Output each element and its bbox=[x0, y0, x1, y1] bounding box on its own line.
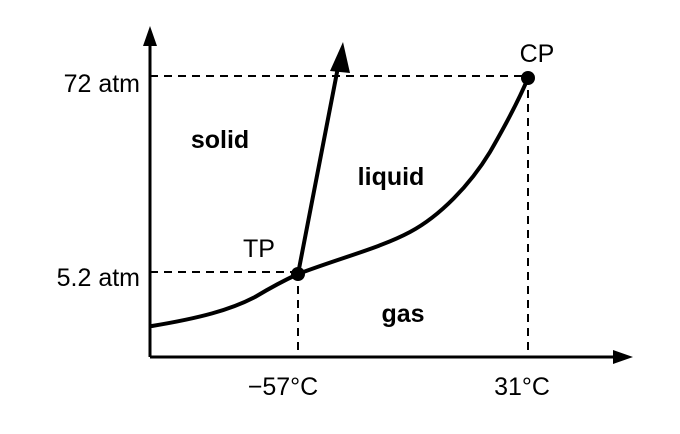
critical-point-label: CP bbox=[520, 40, 555, 68]
y-tick-72atm: 72 atm bbox=[64, 70, 140, 98]
x-axis-arrowhead bbox=[613, 350, 633, 364]
melting-line-arrowhead bbox=[330, 42, 350, 73]
phase-boundaries bbox=[150, 60, 530, 328]
region-solid-label: solid bbox=[191, 126, 249, 154]
melting-line bbox=[296, 60, 341, 276]
guide-lines bbox=[150, 75, 529, 357]
triple-point-dot bbox=[291, 267, 305, 281]
y-tick-5-2atm: 5.2 atm bbox=[57, 264, 140, 292]
critical-point-dot bbox=[521, 71, 535, 85]
sublimation-curve bbox=[150, 272, 300, 328]
region-liquid-label: liquid bbox=[358, 163, 425, 191]
x-tick-31c: 31°C bbox=[494, 373, 550, 401]
triple-point-label: TP bbox=[243, 235, 275, 263]
y-axis-arrowhead bbox=[143, 26, 157, 46]
x-tick-minus57c: −57°C bbox=[248, 373, 318, 401]
axes bbox=[143, 26, 633, 364]
region-gas-label: gas bbox=[381, 300, 424, 328]
vaporization-curve bbox=[296, 76, 530, 276]
